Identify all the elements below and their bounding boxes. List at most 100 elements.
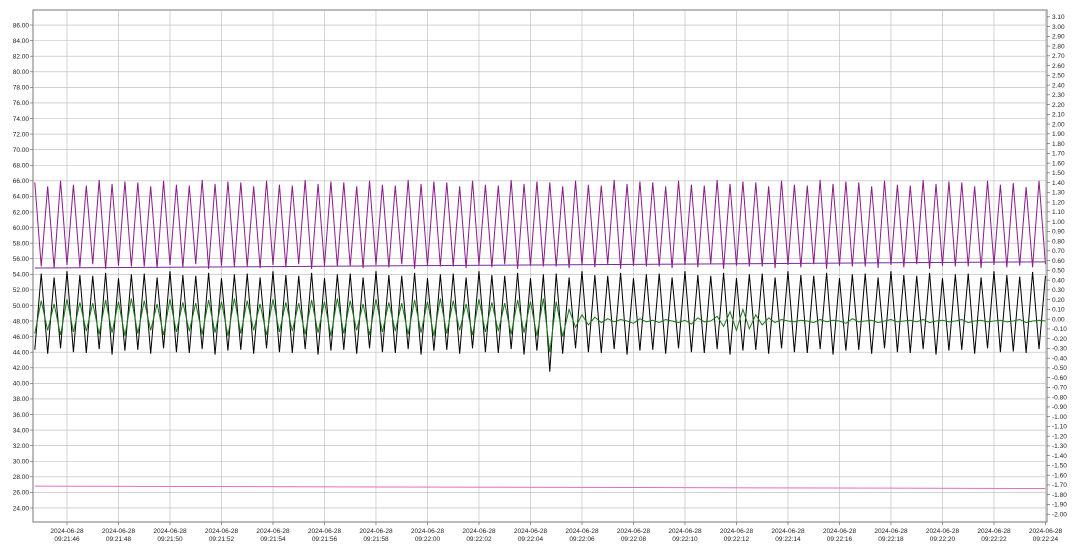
plot-area (32, 9, 1048, 523)
y-tick-label: 82.00 (13, 53, 30, 60)
x-tick-label: 2024-06-28 09:21:58 (359, 528, 393, 543)
y-tick-label: 54.00 (13, 272, 30, 279)
y2-tick-label: 2.80 (1052, 43, 1065, 50)
x-tick-label: 2024-06-28 09:21:48 (102, 528, 136, 543)
y2-tick-label: 2.70 (1052, 53, 1065, 60)
y-tick-label: 86.00 (13, 22, 30, 29)
y2-tick-label: 1.60 (1052, 160, 1065, 167)
y2-tick-label: -2.00 (1052, 511, 1067, 518)
y-tick-label: 64.00 (13, 194, 30, 201)
y2-tick-label: 2.90 (1052, 34, 1065, 41)
y2-tick-label: 2.10 (1052, 112, 1065, 119)
x-tick-label: 2024-06-28 09:22:18 (874, 528, 908, 543)
y2-tick-label: 0.80 (1052, 238, 1065, 245)
y-tick-label: 36.00 (13, 412, 30, 419)
y2-tick-label: -1.60 (1052, 472, 1067, 479)
x-tick-label: 2024-06-28 09:22:10 (668, 528, 702, 543)
y-tick-label: 38.00 (13, 396, 30, 403)
y-tick-label: 26.00 (13, 490, 30, 497)
y2-tick-label: 2.30 (1052, 92, 1065, 99)
y2-tick-label: -1.90 (1052, 502, 1067, 509)
y2-tick-label: 1.00 (1052, 219, 1065, 226)
x-tick-label: 2024-06-28 09:22:20 (926, 528, 960, 543)
y2-tick-label: -0.90 (1052, 404, 1067, 411)
y2-tick-label: 0.70 (1052, 248, 1065, 255)
x-tick-label: 2024-06-28 09:22:00 (411, 528, 445, 543)
y2-tick-label: -0.60 (1052, 375, 1067, 382)
y-tick-label: 58.00 (13, 240, 30, 247)
series-line (34, 271, 1046, 372)
x-tick-label: 2024-06-28 09:21:56 (308, 528, 342, 543)
x-tick-label: 2024-06-28 09:22:22 (977, 528, 1011, 543)
y2-tick-label: -0.10 (1052, 326, 1067, 333)
x-tick-label: 2024-06-28 09:22:16 (823, 528, 857, 543)
y-tick-label: 28.00 (13, 474, 30, 481)
y2-tick-label: 2.40 (1052, 82, 1065, 89)
y2-tick-label: -1.10 (1052, 424, 1067, 431)
y2-tick-label: 0.60 (1052, 258, 1065, 265)
y2-tick-label: 0.20 (1052, 297, 1065, 304)
y-tick-label: 24.00 (13, 505, 30, 512)
y2-tick-label: 0.40 (1052, 277, 1065, 284)
y-tick-label: 60.00 (13, 225, 30, 232)
y-tick-label: 74.00 (13, 116, 30, 123)
y2-tick-label: -0.40 (1052, 355, 1067, 362)
y2-tick-label: -0.70 (1052, 385, 1067, 392)
y2-tick-label: 2.00 (1052, 121, 1065, 128)
y-tick-label: 84.00 (13, 38, 30, 45)
y2-tick-label: 1.10 (1052, 209, 1065, 216)
y-tick-label: 76.00 (13, 100, 30, 107)
y-tick-label: 80.00 (13, 69, 30, 76)
y-tick-label: 72.00 (13, 131, 30, 138)
y-tick-label: 42.00 (13, 365, 30, 372)
x-tick-label: 2024-06-28 09:22:14 (771, 528, 805, 543)
y-tick-label: 50.00 (13, 303, 30, 310)
y2-tick-label: -1.20 (1052, 433, 1067, 440)
x-tick-label: 2024-06-28 09:21:46 (50, 528, 84, 543)
y2-tick-label: 0.90 (1052, 229, 1065, 236)
y2-tick-label: -1.00 (1052, 414, 1067, 421)
y-tick-label: 66.00 (13, 178, 30, 185)
x-tick-label: 2024-06-28 09:21:54 (256, 528, 290, 543)
y2-tick-label: -1.50 (1052, 463, 1067, 470)
y-tick-label: 32.00 (13, 443, 30, 450)
y2-tick-label: 3.00 (1052, 24, 1065, 31)
series-line (34, 180, 1046, 269)
y-tick-label: 68.00 (13, 163, 30, 170)
y-tick-label: 78.00 (13, 85, 30, 92)
y2-tick-label: -0.80 (1052, 394, 1067, 401)
x-tick-label: 2024-06-28 09:22:02 (462, 528, 496, 543)
y2-tick-label: -1.30 (1052, 443, 1067, 450)
y-tick-label: 56.00 (13, 256, 30, 263)
y2-tick-label: 1.90 (1052, 131, 1065, 138)
y2-tick-label: 1.40 (1052, 180, 1065, 187)
y-tick-label: 62.00 (13, 209, 30, 216)
y2-tick-label: -0.20 (1052, 336, 1067, 343)
y2-tick-label: -1.80 (1052, 492, 1067, 499)
y2-tick-label: 2.50 (1052, 73, 1065, 80)
y2-tick-label: 0.50 (1052, 268, 1065, 275)
y2-tick-label: 0.10 (1052, 307, 1065, 314)
y2-tick-label: -0.50 (1052, 365, 1067, 372)
x-tick-label: 2024-06-28 09:21:52 (205, 528, 239, 543)
y2-tick-label: 0.30 (1052, 287, 1065, 294)
y-tick-label: 70.00 (13, 147, 30, 154)
series-line (34, 261, 1046, 269)
x-tick-label: 2024-06-28 09:21:50 (153, 528, 187, 543)
series-line (34, 298, 1046, 353)
y2-tick-label: -1.70 (1052, 482, 1067, 489)
x-tick-label: 2024-06-28 09:22:04 (514, 528, 548, 543)
y-tick-label: 44.00 (13, 349, 30, 356)
x-tick-label: 2024-06-28 09:22:12 (720, 528, 754, 543)
y2-tick-label: 2.20 (1052, 102, 1065, 109)
x-tick-label: 2024-06-28 09:22:24 (1029, 528, 1063, 543)
y2-tick-label: 2.60 (1052, 63, 1065, 70)
y-tick-label: 46.00 (13, 334, 30, 341)
series-line (34, 485, 1046, 490)
y2-tick-label: 1.20 (1052, 199, 1065, 206)
y-tick-label: 34.00 (13, 427, 30, 434)
x-tick-label: 2024-06-28 09:22:08 (617, 528, 651, 543)
y2-tick-label: 1.50 (1052, 170, 1065, 177)
y2-tick-label: 1.70 (1052, 151, 1065, 158)
